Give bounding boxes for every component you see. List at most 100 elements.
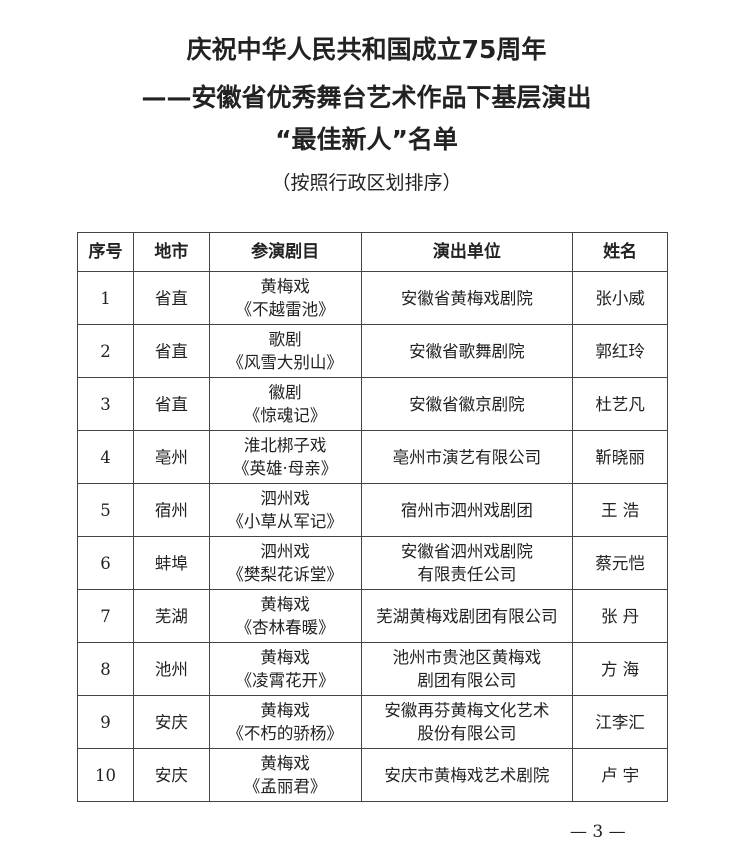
cell-unit: 安徽省歌舞剧院 [360, 324, 574, 378]
cell-city: 池州 [132, 642, 210, 696]
play-genre: 黄梅戏 [260, 277, 310, 296]
subtitle: （按照行政区划排序） [271, 172, 462, 194]
cell-unit: 安庆市黄梅戏艺术剧院 [360, 748, 574, 802]
header-name: 姓名 [572, 232, 668, 272]
cell-unit: 芜湖黄梅戏剧团有限公司 [360, 589, 574, 643]
cell-name: 卢 宇 [572, 748, 668, 802]
cell-city: 安庆 [132, 748, 210, 802]
play-genre: 泗州戏 [260, 489, 310, 508]
header-city: 地市 [132, 232, 210, 272]
unit-line-1: 安庆市黄梅戏艺术剧院 [384, 765, 550, 785]
cell-no: 1 [77, 271, 134, 325]
cell-play: 黄梅戏 《杏林春暖》 [208, 589, 362, 643]
play-genre: 黄梅戏 [260, 754, 310, 773]
table-row: 7 芜湖 黄梅戏 《杏林春暖》 芜湖黄梅戏剧团有限公司张 丹 [77, 589, 668, 643]
cell-name: 方 海 [572, 642, 668, 696]
play-title: 《风雪大别山》 [227, 353, 343, 372]
cell-name: 王 浩 [572, 483, 668, 537]
unit-line-1: 安徽省黄梅戏剧院 [400, 288, 533, 308]
cell-no: 4 [77, 430, 134, 484]
cell-name: 郭红玲 [572, 324, 668, 378]
cell-unit: 安徽省泗州戏剧院 有限责任公司 [360, 536, 574, 590]
play-title: 《惊魂记》 [243, 406, 327, 425]
play-title: 《不朽的骄杨》 [227, 724, 343, 743]
cell-city: 亳州 [132, 430, 210, 484]
cell-name: 江李汇 [572, 695, 668, 749]
unit-line-1: 安徽再芬黄梅文化艺术 [384, 701, 550, 720]
unit-line-2: 有限责任公司 [417, 565, 517, 584]
cell-no: 3 [77, 377, 134, 431]
table-row: 1 省直 黄梅戏 《不越雷池》 安徽省黄梅戏剧院 张小威 [77, 271, 668, 325]
play-genre: 黄梅戏 [260, 648, 310, 667]
cell-city: 省直 [132, 377, 210, 431]
table-row: 5 宿州 泗州戏 《小草从军记》 宿州市泗州戏剧团王 浩 [77, 483, 668, 537]
unit-line-1: 亳州市演艺有限公司 [392, 447, 542, 467]
header-no: 序号 [77, 232, 134, 272]
cell-play: 泗州戏《小草从军记》 [208, 483, 362, 537]
table-row: 2 省直 歌剧 《风雪大别山》 安徽省歌舞剧院 郭红玲 [77, 324, 668, 378]
cell-name: 靳晓丽 [572, 430, 668, 484]
cell-play: 淮北梆子戏《英雄·母亲》 [208, 430, 362, 484]
cell-play: 徽剧 《惊魂记》 [208, 377, 362, 431]
cell-unit: 安徽省黄梅戏剧院 [360, 271, 574, 325]
table-row: 10 安庆 黄梅戏 《孟丽君》 安庆市黄梅戏艺术剧院卢 宇 [77, 748, 668, 802]
cell-play: 黄梅戏 《孟丽君》 [208, 748, 362, 802]
cell-unit: 池州市贵池区黄梅戏 剧团有限公司 [360, 642, 574, 696]
cell-no: 5 [77, 483, 134, 537]
play-title: 《凌霄花开》 [235, 671, 335, 690]
cell-no: 9 [77, 695, 134, 749]
cell-no: 7 [77, 589, 134, 643]
unit-line-1: 安徽省歌舞剧院 [409, 341, 525, 361]
cell-city: 安庆 [132, 695, 210, 749]
cell-unit: 安徽省徽京剧院 [360, 377, 574, 431]
header-unit: 演出单位 [360, 232, 574, 272]
page-number: — 3 — [570, 822, 626, 841]
unit-line-2: 股份有限公司 [417, 724, 517, 743]
cell-city: 蚌埠 [132, 536, 210, 590]
unit-line-1: 芜湖黄梅戏剧团有限公司 [376, 606, 558, 626]
cell-play: 黄梅戏 《不越雷池》 [208, 271, 362, 325]
winners-table: 序号 地市 参演剧目 演出单位 姓名 1 省直 黄梅戏 《不越雷池》 安徽省黄梅戏剧院张… [77, 232, 668, 802]
table-row: 8 池州 黄梅戏 《凌霄花开》 池州市贵池区黄梅戏 剧团有限公司方 海 [77, 642, 668, 696]
cell-city: 芜湖 [132, 589, 210, 643]
play-title: 《孟丽君》 [243, 777, 327, 796]
cell-name: 杜艺凡 [572, 377, 668, 431]
table-row: 6 蚌埠 泗州戏 《樊梨花诉堂》 安徽省泗州戏剧院 有限责任公司 蔡元恺 [77, 536, 668, 590]
table-row: 4 亳州 淮北梆子戏 《英雄·母亲》 亳州市演艺有限公司 靳晓丽 [77, 430, 668, 484]
cell-no: 2 [77, 324, 134, 378]
play-genre: 歌剧 [268, 330, 302, 349]
cell-city: 省直 [132, 324, 210, 378]
play-title: 《小草从军记》 [227, 512, 343, 531]
title-line-1: 庆祝中华人民共和国成立75周年 [186, 35, 547, 64]
unit-line-2: 剧团有限公司 [417, 671, 517, 690]
cell-play: 歌剧 《风雪大别山》 [208, 324, 362, 378]
play-title: 《英雄·母亲》 [233, 459, 338, 478]
play-genre: 淮北梆子戏 [243, 436, 327, 455]
unit-line-1: 安徽省徽京剧院 [409, 394, 525, 414]
cell-unit: 安徽再芬黄梅文化艺术 股份有限公司 [360, 695, 574, 749]
cell-unit: 亳州市演艺有限公司 [360, 430, 574, 484]
play-genre: 泗州戏 [260, 542, 310, 561]
cell-play: 黄梅戏 《凌霄花开》 [208, 642, 362, 696]
play-genre: 徽剧 [268, 383, 302, 402]
cell-no: 8 [77, 642, 134, 696]
cell-city: 宿州 [132, 483, 210, 537]
table-header: 序号 地市 参演剧目 演出单位 姓名 [77, 232, 668, 272]
play-title: 《不越雷池》 [235, 300, 335, 319]
table-row: 9 安庆 黄梅戏 《不朽的骄杨》 安徽再芬黄梅文化艺术 股份有限公司 江李汇 [77, 695, 668, 749]
header-play: 参演剧目 [208, 232, 362, 272]
play-title: 《杏林春暖》 [235, 618, 335, 637]
cell-unit: 宿州市泗州戏剧团 [360, 483, 574, 537]
cell-play: 泗州戏《樊梨花诉堂》 [208, 536, 362, 590]
cell-name: 张小威 [572, 271, 668, 325]
cell-no: 10 [77, 748, 134, 802]
play-genre: 黄梅戏 [260, 701, 310, 720]
cell-city: 省直 [132, 271, 210, 325]
play-genre: 黄梅戏 [260, 595, 310, 614]
unit-line-1: 安徽省泗州戏剧院 [400, 542, 533, 561]
unit-line-1: 宿州市泗州戏剧团 [400, 500, 533, 520]
play-title: 《樊梨花诉堂》 [227, 565, 343, 584]
cell-name: 蔡元恺 [572, 536, 668, 590]
table-row: 3 省直 徽剧 《惊魂记》 安徽省徽京剧院 杜艺凡 [77, 377, 668, 431]
